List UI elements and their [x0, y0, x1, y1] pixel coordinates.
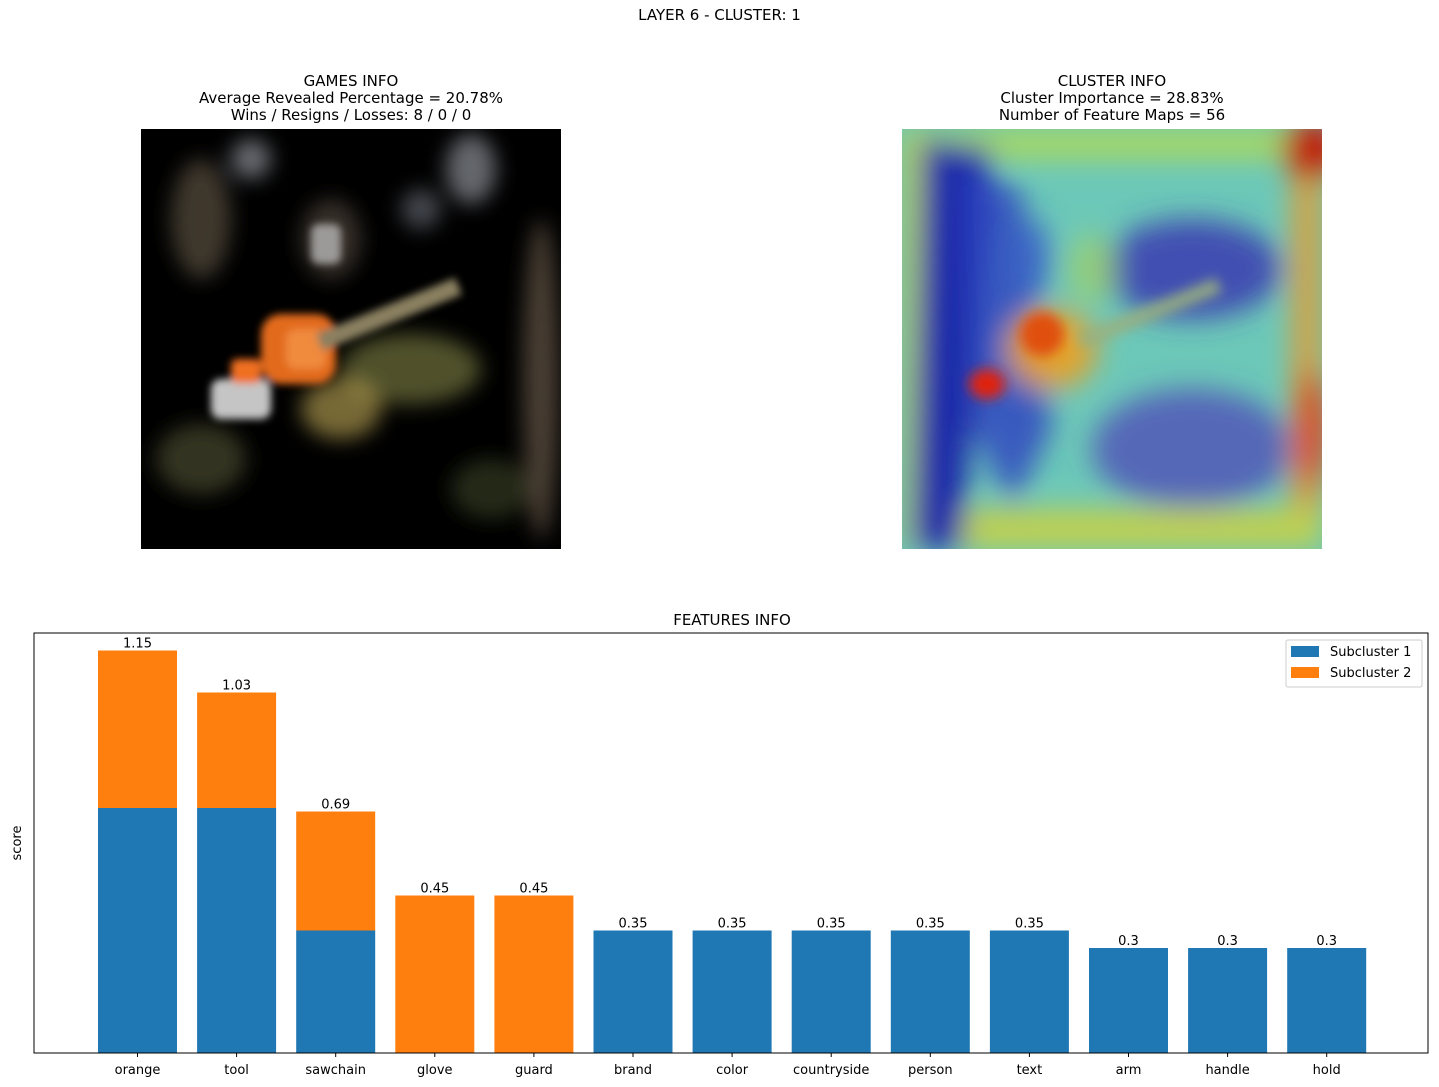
games-info-record: Wins / Resigns / Losses: 8 / 0 / 0: [230, 106, 472, 124]
bar-total-label-tool: 1.03: [222, 679, 251, 694]
cluster-heatmap-image: [902, 129, 1322, 549]
cluster-info-importance: Cluster Importance = 28.83%: [1000, 89, 1224, 107]
bar-total-label-glove: 0.45: [420, 882, 449, 897]
bar-subcluster-1-countryside: [791, 930, 871, 1053]
games-info-title: GAMES INFO: [303, 72, 399, 90]
bar-total-label-brand: 0.35: [619, 917, 648, 932]
bar-total-label-text: 0.35: [1015, 917, 1044, 932]
chart-title: FEATURES INFO: [673, 611, 791, 629]
x-tick-label-hold: hold: [1313, 1063, 1341, 1078]
bar-subcluster-1-handle: [1188, 948, 1268, 1053]
legend-swatch-subcluster-2: [1291, 667, 1319, 678]
bar-subcluster-1-tool: [197, 808, 277, 1053]
games-info-header: GAMES INFO Average Revealed Percentage =…: [141, 73, 561, 124]
bar-total-label-color: 0.35: [718, 917, 747, 932]
x-tick-label-countryside: countryside: [793, 1063, 869, 1078]
bar-total-label-handle: 0.3: [1217, 934, 1238, 949]
bar-total-label-countryside: 0.35: [817, 917, 846, 932]
bar-subcluster-1-text: [989, 930, 1069, 1053]
bar-subcluster-1-sawchain: [296, 930, 376, 1053]
bar-total-label-guard: 0.45: [519, 882, 548, 897]
plot-frame: [33, 632, 1429, 1054]
x-tick-label-text: text: [1017, 1063, 1043, 1078]
games-info-revealed: Average Revealed Percentage = 20.78%: [198, 89, 503, 107]
x-tick-label-handle: handle: [1205, 1063, 1249, 1078]
x-tick-label-color: color: [716, 1063, 749, 1078]
y-axis-label: score: [10, 826, 25, 861]
legend-label-subcluster-2: Subcluster 2: [1330, 666, 1411, 681]
bar-subcluster-2-tool: [197, 692, 277, 808]
bar-subcluster-1-hold: [1287, 948, 1367, 1053]
bar-total-label-person: 0.35: [916, 917, 945, 932]
cluster-info-header: CLUSTER INFO Cluster Importance = 28.83%…: [902, 73, 1322, 124]
legend-label-subcluster-1: Subcluster 1: [1330, 645, 1411, 660]
x-tick-label-orange: orange: [115, 1063, 161, 1078]
bar-total-label-arm: 0.3: [1118, 934, 1139, 949]
bar-subcluster-1-person: [890, 930, 970, 1053]
legend-swatch-subcluster-1: [1291, 646, 1319, 657]
bar-subcluster-1-brand: [593, 930, 673, 1053]
bar-subcluster-1-color: [692, 930, 772, 1053]
x-tick-label-arm: arm: [1116, 1063, 1142, 1078]
bar-subcluster-2-sawchain: [296, 811, 376, 931]
masked-chainsaw-image: [141, 129, 561, 549]
x-tick-label-person: person: [908, 1063, 953, 1078]
bar-total-label-hold: 0.3: [1316, 934, 1337, 949]
bar-subcluster-1-arm: [1089, 948, 1168, 1053]
bar-total-label-sawchain: 0.69: [321, 798, 350, 813]
x-tick-label-brand: brand: [614, 1063, 652, 1078]
bar-subcluster-2-glove: [395, 895, 475, 1053]
bar-subcluster-2-orange: [98, 650, 177, 808]
legend: Subcluster 1 Subcluster 2: [1285, 639, 1423, 688]
x-tick-label-glove: glove: [417, 1063, 453, 1078]
cluster-info-feature-maps: Number of Feature Maps = 56: [998, 106, 1226, 124]
x-tick-label-guard: guard: [515, 1063, 553, 1078]
figure-title: LAYER 6 - CLUSTER: 1: [638, 6, 801, 24]
x-tick-label-tool: tool: [224, 1063, 249, 1078]
bar-subcluster-1-orange: [98, 808, 177, 1053]
x-tick-label-sawchain: sawchain: [305, 1063, 366, 1078]
bar-subcluster-2-guard: [494, 895, 574, 1053]
bar-total-label-orange: 1.15: [123, 637, 152, 652]
cluster-info-title: CLUSTER INFO: [1057, 72, 1167, 90]
